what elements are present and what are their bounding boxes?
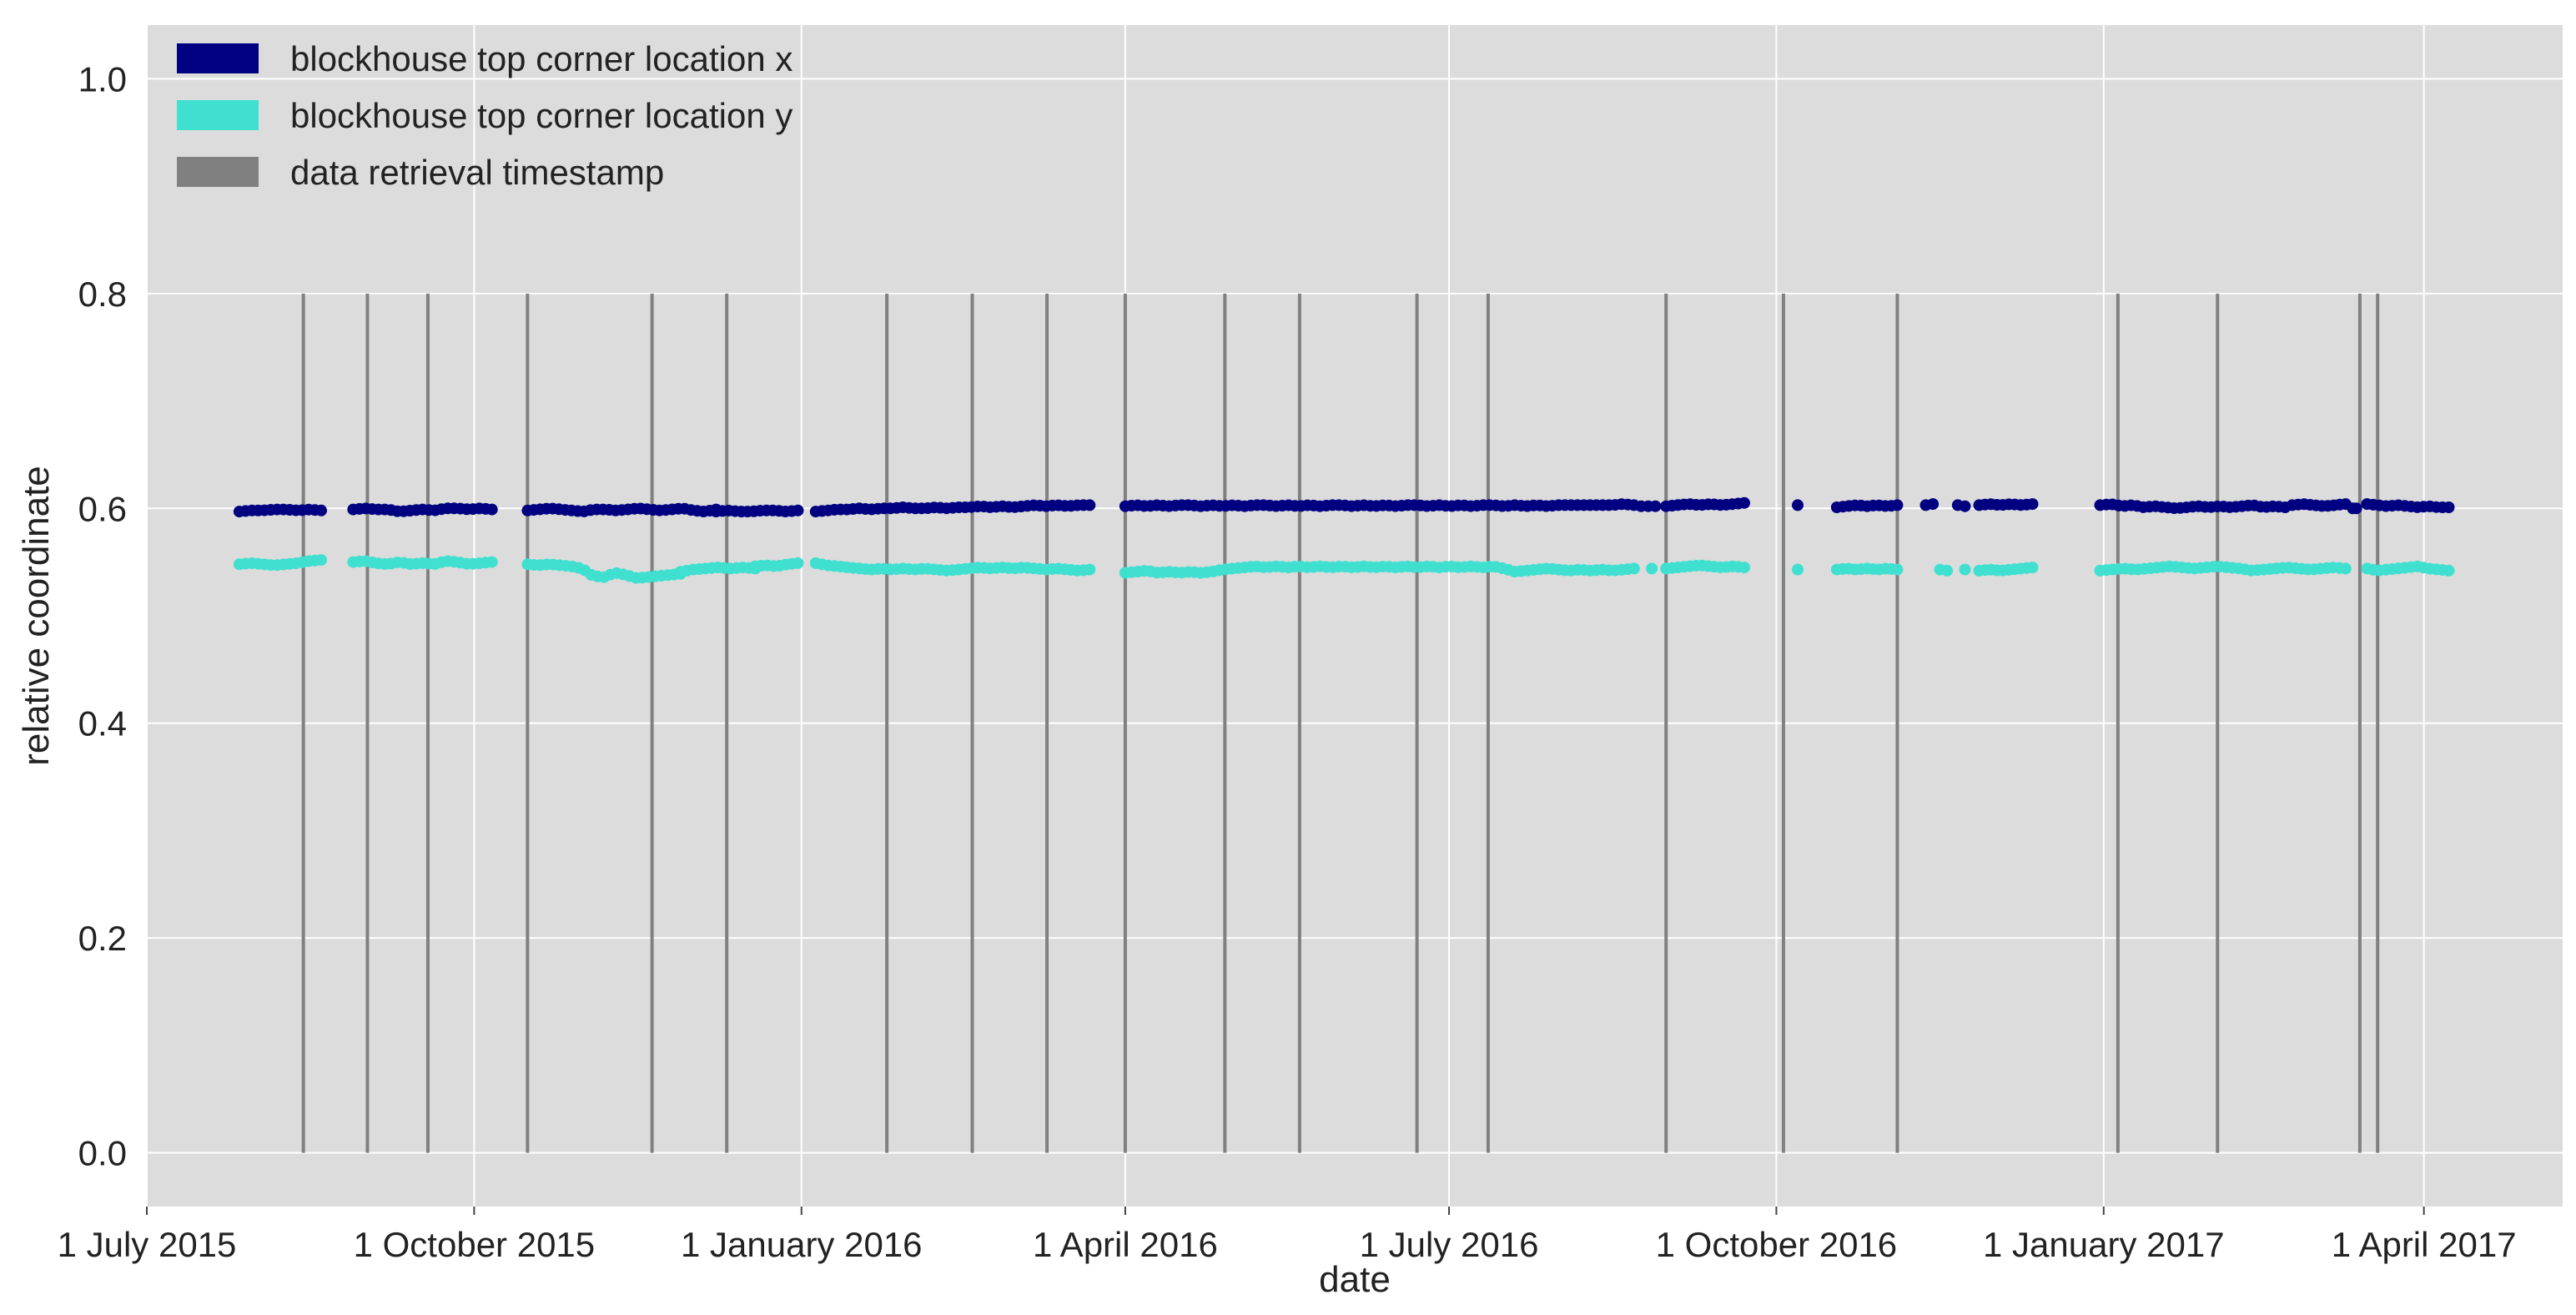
point-y [486, 556, 498, 568]
legend-swatch-x [177, 43, 259, 73]
point-y [2339, 562, 2352, 575]
point-x [2443, 501, 2455, 513]
x-tick-label: 1 April 2017 [2332, 1225, 2517, 1264]
legend: blockhouse top corner location x blockhou… [177, 39, 792, 192]
point-x [1649, 500, 1662, 512]
grid [146, 25, 2563, 1207]
point-y [315, 554, 327, 567]
y-tick-label: 1.0 [78, 59, 127, 98]
x-tick-label: 1 January 2017 [1983, 1225, 2225, 1264]
x-tick-label: 1 October 2015 [354, 1225, 596, 1264]
point-y [1628, 562, 1640, 575]
x-axis-ticks: 1 July 2015 1 October 2015 1 January 2016 1… [58, 1207, 2517, 1264]
y-axis-label: relative coordinate [16, 466, 57, 766]
x-tick-label: 1 July 2015 [58, 1225, 237, 1264]
point-x [1927, 498, 1940, 511]
point-y [1959, 563, 1971, 576]
y-tick-label: 0.4 [78, 704, 127, 743]
y-tick-label: 0.2 [78, 919, 127, 958]
legend-swatch-y [177, 100, 259, 130]
timestamp-lines [301, 293, 2380, 1153]
x-tick-label: 1 July 2016 [1360, 1225, 1539, 1264]
point-x [2026, 498, 2039, 511]
legend-label-y: blockhouse top corner location y [290, 96, 792, 135]
point-y [1792, 563, 1804, 576]
legend-label-timestamp: data retrieval timestamp [290, 153, 664, 192]
point-y [2026, 562, 2039, 574]
y-tick-label: 0.6 [78, 489, 127, 528]
point-x [1792, 499, 1804, 511]
point-x [1738, 496, 1750, 509]
legend-swatch-timestamp [177, 157, 259, 187]
y-tick-label: 0.0 [78, 1134, 127, 1173]
point-x [315, 504, 327, 516]
point-x [1891, 499, 1904, 511]
plot-background [147, 25, 2563, 1207]
y-tick-label: 0.8 [78, 275, 127, 314]
point-y [792, 557, 804, 569]
point-x [1084, 499, 1096, 511]
legend-label-x: blockhouse top corner location x [290, 39, 792, 78]
x-axis-label: date [1319, 1259, 1391, 1300]
point-x [792, 504, 804, 516]
point-x [486, 503, 498, 516]
point-y [1891, 563, 1904, 576]
x-tick-label: 1 January 2016 [681, 1225, 923, 1264]
x-tick-label: 1 April 2016 [1033, 1225, 1218, 1264]
point-y [2443, 564, 2455, 577]
series-y [233, 554, 2455, 584]
point-x [1959, 500, 1971, 512]
point-y [1084, 563, 1096, 576]
series-x [233, 496, 2455, 518]
point-y [1941, 564, 1954, 577]
point-y [1646, 562, 1658, 575]
y-axis-ticks: 0.0 0.2 0.4 0.6 0.8 1.0 [78, 59, 127, 1172]
data-series [233, 496, 2455, 584]
point-y [1738, 562, 1750, 574]
x-tick-label: 1 October 2016 [1656, 1225, 1898, 1264]
point-x [2350, 502, 2362, 515]
